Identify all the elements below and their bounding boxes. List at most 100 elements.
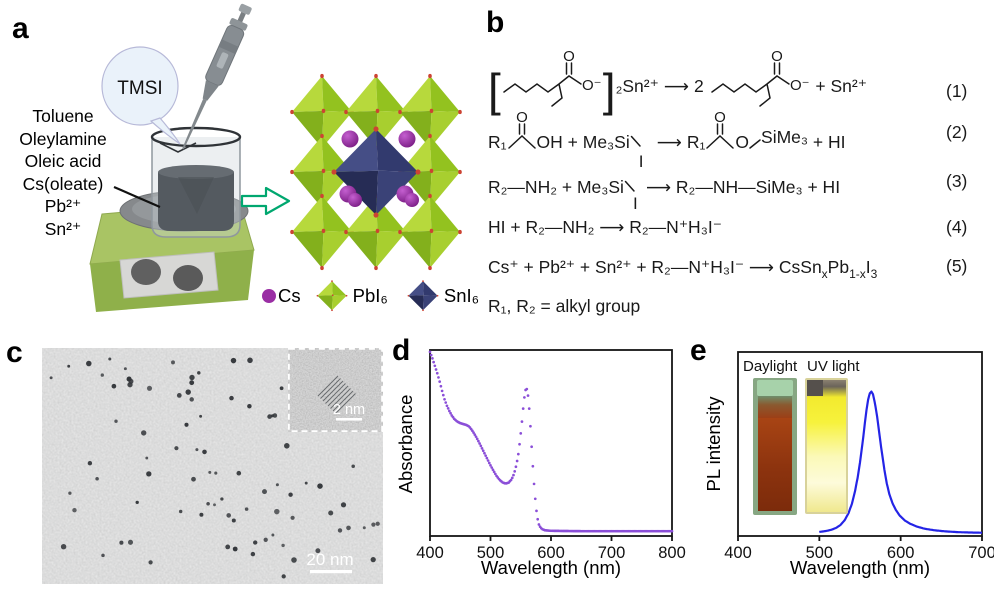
r1-group: R₁ <box>686 132 706 152</box>
crystal-legend: Cs PbI₆ SnI₆ <box>262 280 479 312</box>
oxygen-atom: O <box>771 48 783 65</box>
eq4-text: HI + R₂—NH₂ ⟶ R₂—N⁺H₃I⁻ <box>488 217 722 237</box>
equation-5: Cs⁺ + Pb²⁺ + Sn²⁺ + R₂—N⁺H₃I⁻ ⟶ CsSnxPb1… <box>488 252 877 289</box>
reagent: Pb²⁺ <box>44 196 82 216</box>
trimethylsilyl: SiMe₃ <box>761 127 809 147</box>
si-i-bond: I <box>630 133 643 171</box>
equation-2: R₁ O OH + Me₃Si I ⟶ R₁ O O SiMe₃ + HI <box>488 109 846 171</box>
ethylhexanoate-structure: O O⁻ <box>503 48 602 107</box>
svg-text:400: 400 <box>724 544 752 562</box>
oxygen-atom: O <box>715 109 727 126</box>
svg-text:800: 800 <box>658 544 686 562</box>
wavelength-axis-label-e: Wavelength (nm) <box>789 557 931 578</box>
eq2-reactants: OH + Me₃Si <box>536 132 630 152</box>
reagent: Cs(oleate) <box>22 173 104 194</box>
svg-text:700: 700 <box>598 544 626 562</box>
wavelength-axis-label-d: Wavelength (nm) <box>480 557 622 578</box>
oxygen-atom: O <box>563 48 575 65</box>
subscript-x: x <box>821 267 828 281</box>
uv-light-label: UV light <box>807 358 860 375</box>
speech-bubble: TMSI <box>101 46 181 145</box>
sni6-legend-glyph <box>407 280 439 312</box>
nanoparticles <box>49 357 380 579</box>
eq2-tail: + HI <box>808 132 846 152</box>
perovskite-crystal-structure <box>290 73 462 271</box>
alkyl-note: R₁, R₂ = alkyl group <box>488 296 641 316</box>
oxygen-anion: O⁻ <box>790 77 810 94</box>
bracket-close: ] <box>602 64 616 116</box>
carbonyl-group: O <box>706 109 735 149</box>
inset-scalebar <box>336 418 362 421</box>
equation-3-number: (3) <box>946 171 968 191</box>
equation-1: [O O⁻]₂Sn²⁺ ⟶ 2 O O⁻ + Sn²⁺ <box>488 48 867 121</box>
o-si-bond <box>749 139 761 149</box>
pbi6-legend-glyph <box>316 280 348 312</box>
uv-cuvette-photo <box>805 378 848 514</box>
lattice-fringes <box>317 375 356 414</box>
tin-cation: Sn²⁺ <box>622 76 659 96</box>
ethylhexanoate-structure: O O⁻ <box>710 48 810 107</box>
pl-chart: 400 500 600 700 <box>724 351 994 562</box>
bracket-open: [ <box>488 64 501 116</box>
svg-text:600: 600 <box>887 544 915 562</box>
scalebar-label: 20 nm <box>306 550 353 569</box>
absorbance-chart: 400 500 600 700 800 <box>416 349 686 562</box>
subscript-1-x: 1-x <box>849 267 866 281</box>
pl-axis-label: PL intensity <box>703 396 724 492</box>
red-solution <box>758 418 792 511</box>
r1-group: R₁ <box>488 132 507 152</box>
panel-c-label: c <box>6 336 23 369</box>
synthesis-schematic: TMSI <box>89 3 291 312</box>
scalebar <box>310 570 352 574</box>
eq5-mid: Pb <box>827 257 850 277</box>
daylight-cuvette-photo <box>753 378 797 515</box>
eq5-pre: Cs⁺ + Pb²⁺ + Sn²⁺ + R₂—N⁺H₃I⁻ ⟶ CsSn <box>488 257 822 277</box>
iodine-atom: I <box>632 194 638 213</box>
reagent: Oleylamine <box>19 128 107 149</box>
hotplate-knob <box>131 259 161 285</box>
daylight-label: Daylight <box>743 358 798 375</box>
coefficient: 2 <box>693 76 709 96</box>
cs-legend-dot <box>262 289 276 303</box>
inset-border <box>287 347 383 432</box>
hotplate-knob <box>173 265 203 291</box>
eq3-products: ⟶ R₂—NH—SiMe₃ + HI <box>645 177 841 197</box>
svg-text:500: 500 <box>477 544 505 562</box>
eq3-reactants: R₂—NH₂ + Me₃Si <box>488 177 624 197</box>
cs-legend-label: Cs <box>278 285 301 306</box>
pbi6-legend-label: PbI₆ <box>352 285 388 306</box>
iodine-atom: I <box>638 152 644 171</box>
eq5-post: I <box>865 257 871 277</box>
reagent: Toluene <box>32 106 94 126</box>
pointer-line <box>113 185 161 209</box>
cuvette-cap <box>757 380 793 396</box>
hrtem-inset: 2 nm <box>287 347 383 432</box>
carbonyl-group: O <box>507 109 536 149</box>
equation-4: HI + R₂—NH₂ ⟶ R₂—N⁺H₃I⁻ <box>488 212 722 242</box>
si-i-bond: I <box>624 178 638 213</box>
panel-b-label: b <box>486 6 505 39</box>
panel-e-label: e <box>690 334 707 367</box>
equation-1-number: (1) <box>946 81 968 101</box>
yellow-emission <box>807 380 846 512</box>
equation-3: R₂—NH₂ + Me₃Si I ⟶ R₂—NH—SiMe₃ + HI <box>488 170 841 213</box>
svg-text:400: 400 <box>416 544 444 562</box>
photo-background <box>807 380 823 396</box>
equation-4-number: (4) <box>946 217 968 237</box>
reagent: Sn²⁺ <box>44 218 82 239</box>
svg-text:700: 700 <box>968 544 994 562</box>
pipette <box>182 3 252 150</box>
oxygen-anion: O⁻ <box>582 77 602 94</box>
beaker <box>150 126 242 238</box>
sni6-legend-label: SnI₆ <box>443 285 480 306</box>
oxygen: O <box>735 132 750 152</box>
reagent-list: Toluene Oleylamine Oleic acid Cs(oleate)… <box>0 105 126 240</box>
reaction-arrow <box>240 186 291 216</box>
equation-2-number: (2) <box>946 122 968 142</box>
panel-a-label: a <box>12 12 29 45</box>
subscript-3: 3 <box>870 267 878 281</box>
plus-tin: + Sn²⁺ <box>810 76 867 96</box>
bubble-text: TMSI <box>117 78 162 99</box>
reagent: Oleic acid <box>24 151 102 171</box>
